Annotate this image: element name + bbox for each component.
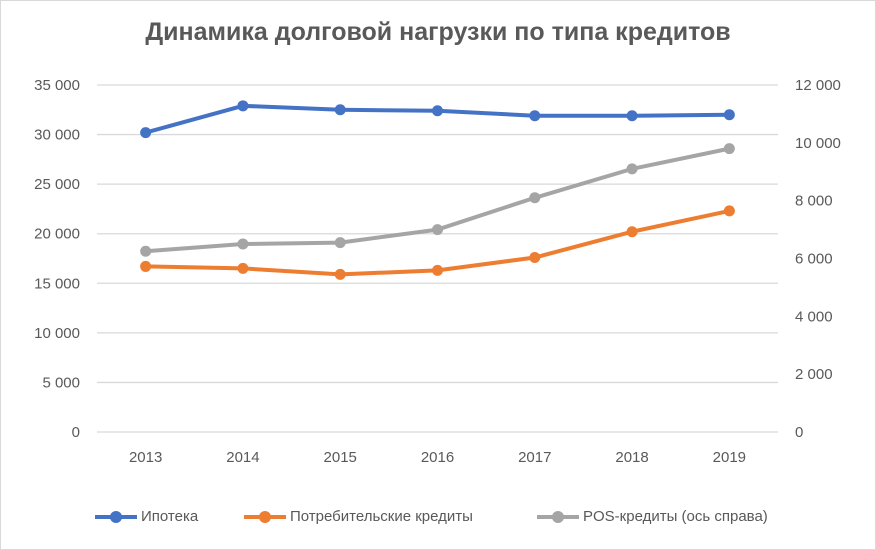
y-left-tick-label: 35 000 [34, 77, 80, 94]
data-point [529, 252, 541, 264]
series-line-1 [143, 208, 732, 277]
data-point [626, 163, 638, 175]
y-left-tick-label: 20 000 [34, 226, 80, 243]
x-tick-label: 2014 [226, 449, 259, 466]
x-tick-label: 2013 [129, 449, 162, 466]
legend-item-consumer: Потребительские кредиты [244, 508, 473, 525]
x-tick-label: 2015 [324, 449, 357, 466]
legend-item-pos: POS-кредиты (ось справа) [537, 508, 768, 525]
data-point [626, 110, 638, 122]
y-left-tick-label: 15 000 [34, 275, 80, 292]
data-point [140, 127, 152, 139]
legend-marker-pos [537, 510, 579, 523]
data-point [723, 143, 735, 155]
legend: Ипотека Потребительские кредиты POS-кред… [0, 508, 876, 532]
data-point [334, 237, 346, 249]
y-right-tick-label: 4 000 [795, 308, 833, 325]
x-tick-label: 2018 [615, 449, 648, 466]
y-left-tick-label: 30 000 [34, 127, 80, 144]
chart-title: Динамика долговой нагрузки по типа креди… [145, 18, 731, 46]
data-point [723, 109, 735, 121]
data-point [529, 110, 541, 122]
data-point [723, 205, 735, 217]
y-right-tick-label: 12 000 [795, 77, 841, 94]
data-point [237, 262, 249, 274]
x-tick-label: 2016 [421, 449, 454, 466]
legend-label-pos: POS-кредиты (ось справа) [583, 508, 768, 525]
y-right-tick-label: 2 000 [795, 366, 833, 383]
data-point [432, 105, 443, 117]
legend-marker-consumer [244, 510, 286, 523]
y-left-tick-label: 0 [72, 424, 80, 441]
data-point [334, 104, 346, 116]
series-line-2 [143, 146, 732, 254]
data-point [140, 245, 152, 257]
data-point [237, 238, 249, 250]
data-point [237, 100, 249, 112]
legend-label-consumer: Потребительские кредиты [290, 508, 473, 525]
x-tick-label: 2017 [518, 449, 551, 466]
y-right-tick-label: 10 000 [795, 135, 841, 152]
legend-item-ipoteka: Ипотека [95, 508, 198, 525]
y-left-tick-label: 25 000 [34, 176, 80, 193]
y-left-tick-label: 10 000 [34, 325, 80, 342]
legend-marker-ipoteka [95, 510, 137, 523]
data-point [334, 268, 346, 280]
y-right-tick-label: 8 000 [795, 193, 833, 210]
data-point [140, 260, 152, 272]
y-right-tick-label: 6 000 [795, 251, 833, 268]
y-right-tick-label: 0 [795, 424, 803, 441]
data-point [432, 224, 443, 236]
legend-label-ipoteka: Ипотека [141, 508, 199, 525]
y-left-tick-label: 5 000 [42, 374, 80, 391]
data-point [626, 226, 638, 238]
data-point [432, 264, 443, 276]
x-tick-label: 2019 [713, 449, 746, 466]
data-point [529, 192, 541, 204]
